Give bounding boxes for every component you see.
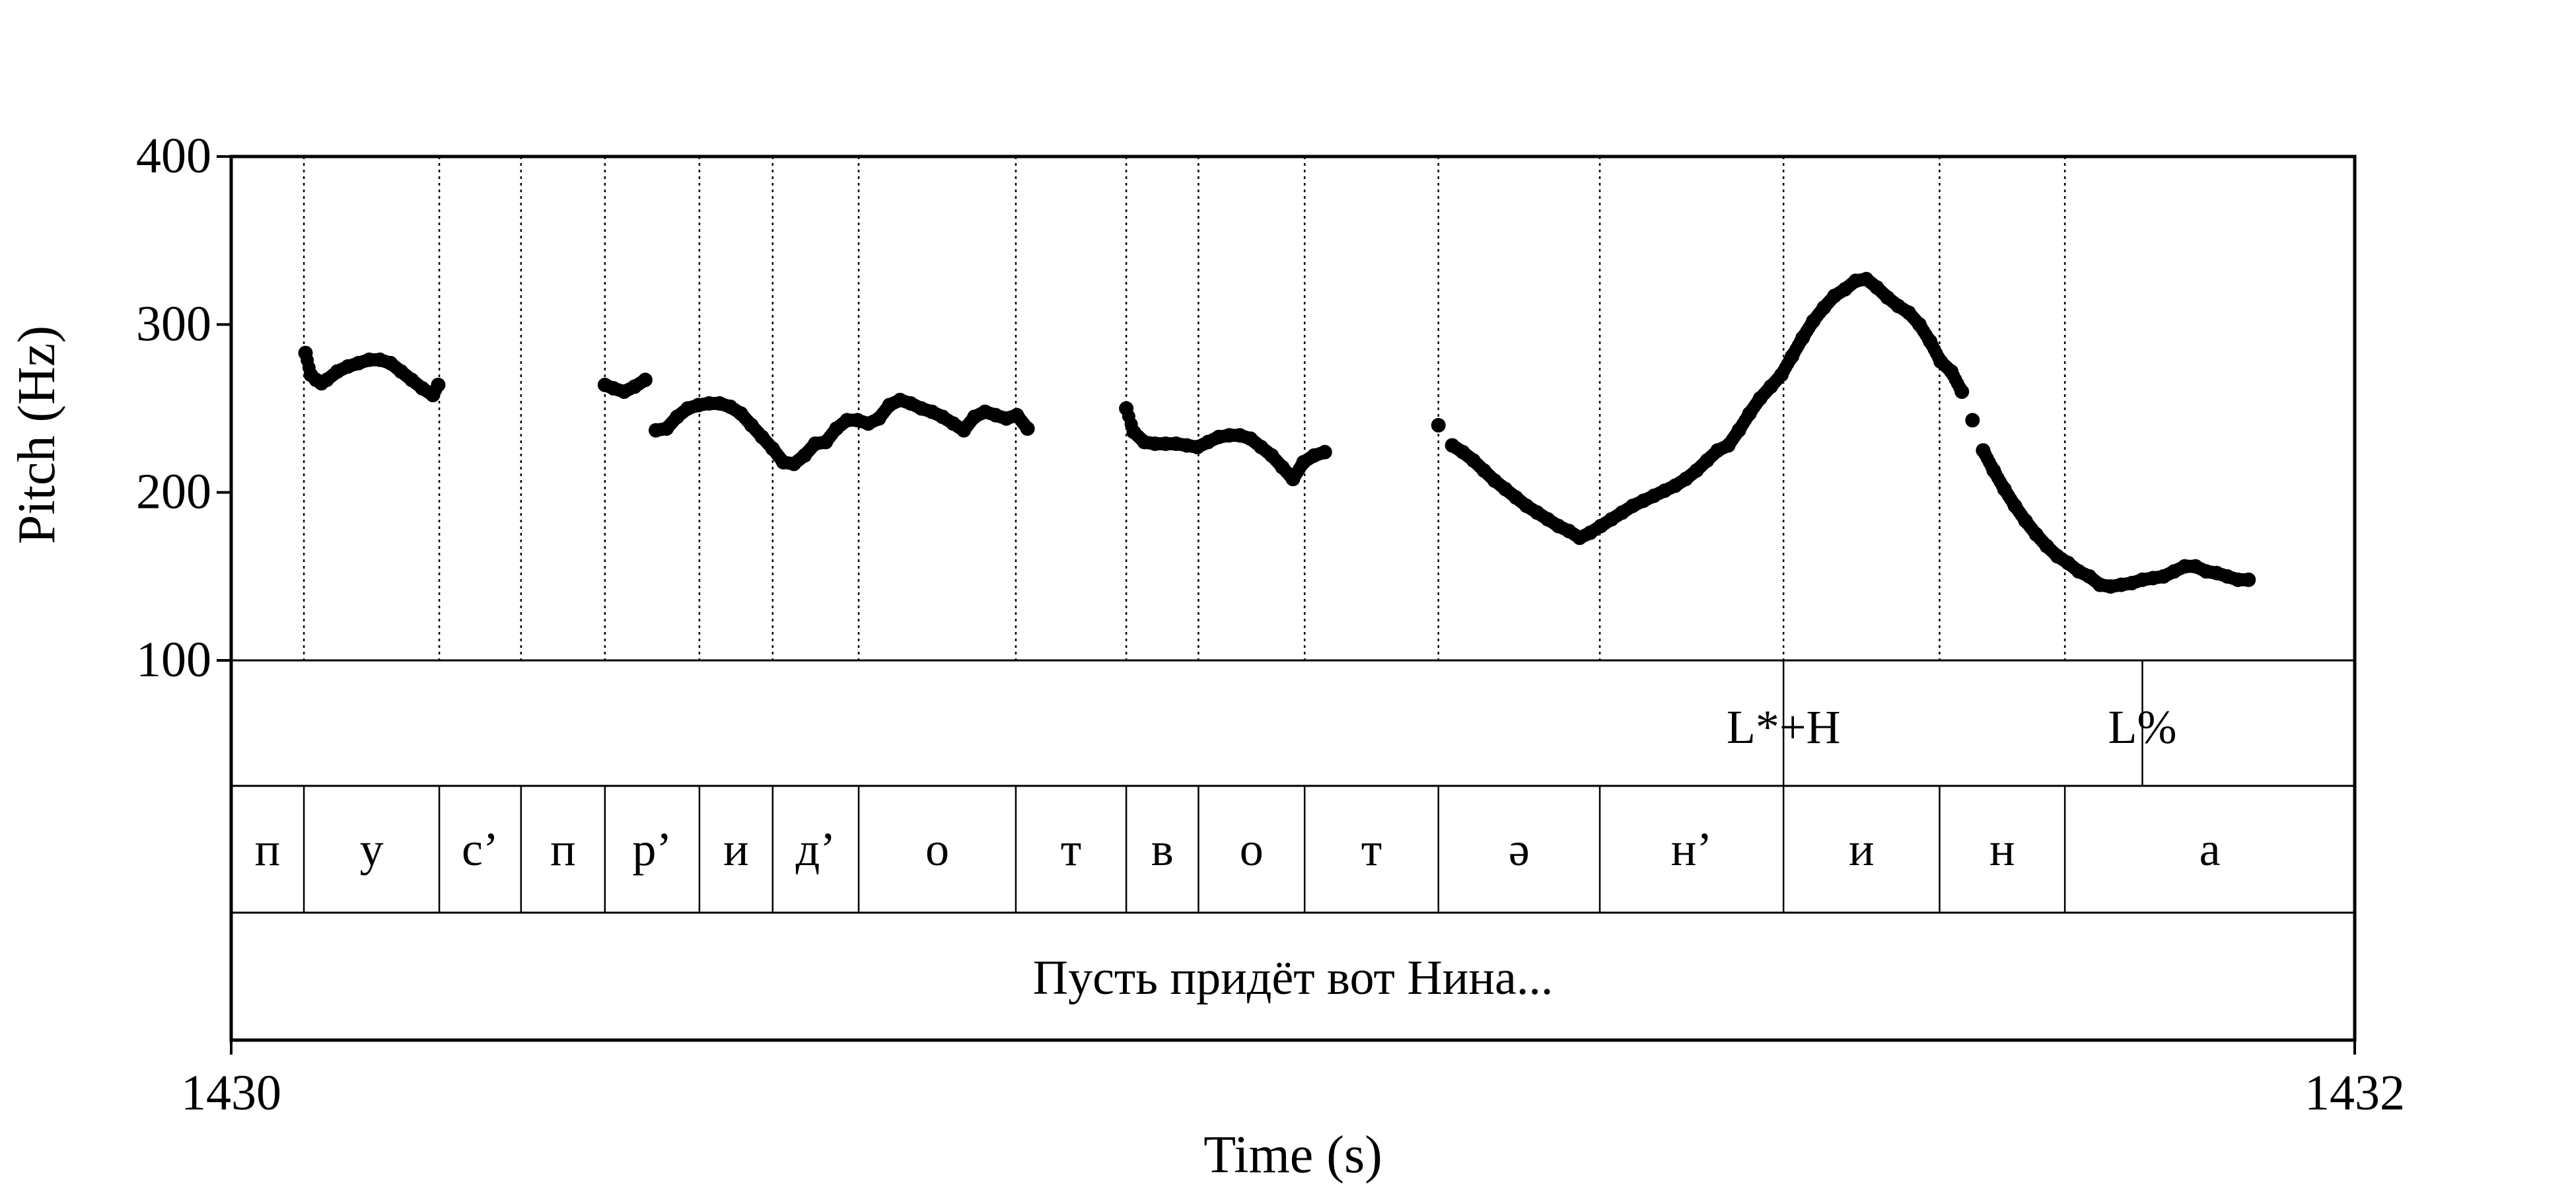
x-axis-title: Time (s) — [1203, 1126, 1382, 1184]
segment-label-1: у — [360, 823, 384, 876]
y-tick-label-0: 100 — [136, 632, 211, 687]
x-tick-label-1: 1432 — [2305, 1065, 2405, 1121]
segment-label-6: д’ — [796, 823, 836, 876]
segment-label-14: и — [1849, 823, 1875, 876]
axis-ticks — [217, 155, 2356, 1055]
pitch-point-3-50 — [1965, 413, 1980, 428]
segment-label-8: т — [1061, 823, 1081, 876]
segment-label-15: н — [1989, 823, 2015, 876]
segment-label-4: р’ — [632, 823, 672, 876]
boundary-lines — [303, 157, 2066, 660]
x-tick-label-0: 1430 — [181, 1065, 281, 1121]
chart-frame — [229, 155, 2357, 1042]
segment-label-3: п — [550, 823, 576, 876]
segment-label-2: с’ — [462, 823, 499, 876]
tone-label-0: L*+H — [1727, 701, 1841, 754]
segment-label-13: н’ — [1671, 823, 1713, 876]
pitch-point-1-4 — [637, 372, 653, 388]
pitch-points — [298, 271, 2256, 594]
tone-label-1: L% — [2108, 701, 2177, 754]
plot-frame — [229, 155, 2357, 1042]
y-tick-label-3: 400 — [136, 128, 211, 184]
segment-label-16: а — [2200, 823, 2221, 876]
pitch-point-3-0 — [1431, 417, 1446, 433]
segment-label-12: ə — [1509, 823, 1530, 876]
y-tick-label-1: 200 — [136, 464, 211, 520]
pitch-point-2-19 — [1317, 444, 1332, 460]
sentence-label: Пусть придёт вот Нина... — [1033, 951, 1554, 1005]
segment-label-9: в — [1151, 823, 1174, 876]
segment-label-10: о — [1240, 823, 1264, 876]
pitch-point-3-76 — [2241, 572, 2256, 587]
pitch-point-3-49 — [1954, 384, 1970, 400]
y-tick-label-2: 300 — [136, 296, 211, 351]
pitch-point-0-15 — [431, 377, 446, 392]
segment-label-7: о — [925, 823, 949, 876]
segment-label-0: п — [255, 823, 281, 876]
segment-label-11: т — [1361, 823, 1382, 876]
pitch-point-1-40 — [1020, 421, 1035, 437]
segment-label-5: и — [723, 823, 749, 876]
chart-text: L*+H L% п у с’ п р’ и д’ о т в о т ə н’ и н а Пусть придёт … — [8, 128, 2405, 1184]
y-axis-title: Pitch (Hz) — [8, 326, 66, 544]
